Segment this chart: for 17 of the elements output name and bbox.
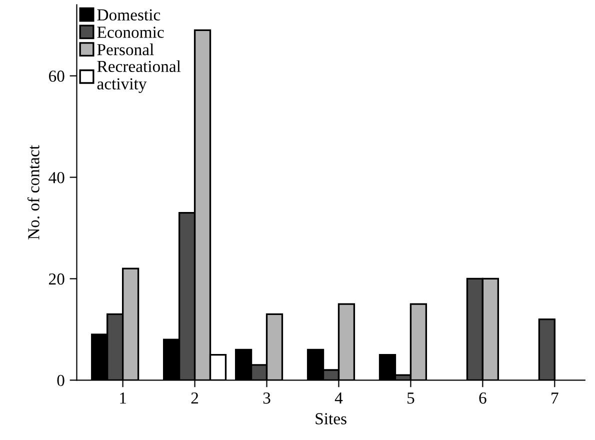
x-tick-label: 2 [191, 392, 198, 404]
x-tick-label: 7 [552, 392, 558, 404]
x-axis-title: Sites [316, 413, 346, 424]
x-tick-label: 5 [408, 392, 414, 404]
legend-label: Domestic [97, 9, 160, 21]
y-axis-title: No. of contact [27, 145, 40, 240]
y-tick-label: 40 [48, 172, 64, 184]
y-tick-label: 20 [49, 273, 64, 285]
x-tick-label: 4 [334, 392, 343, 404]
x-tick-label: 3 [263, 392, 270, 404]
y-tick-label: 60 [49, 70, 64, 82]
legend-label: Recreational activity [97, 60, 181, 93]
y-tick-label: 0 [57, 374, 64, 386]
x-tick-label: 1 [120, 392, 126, 404]
x-tick-label: 6 [479, 392, 486, 404]
legend-label: Economic [97, 26, 164, 38]
legend-label: Personal [97, 44, 154, 56]
